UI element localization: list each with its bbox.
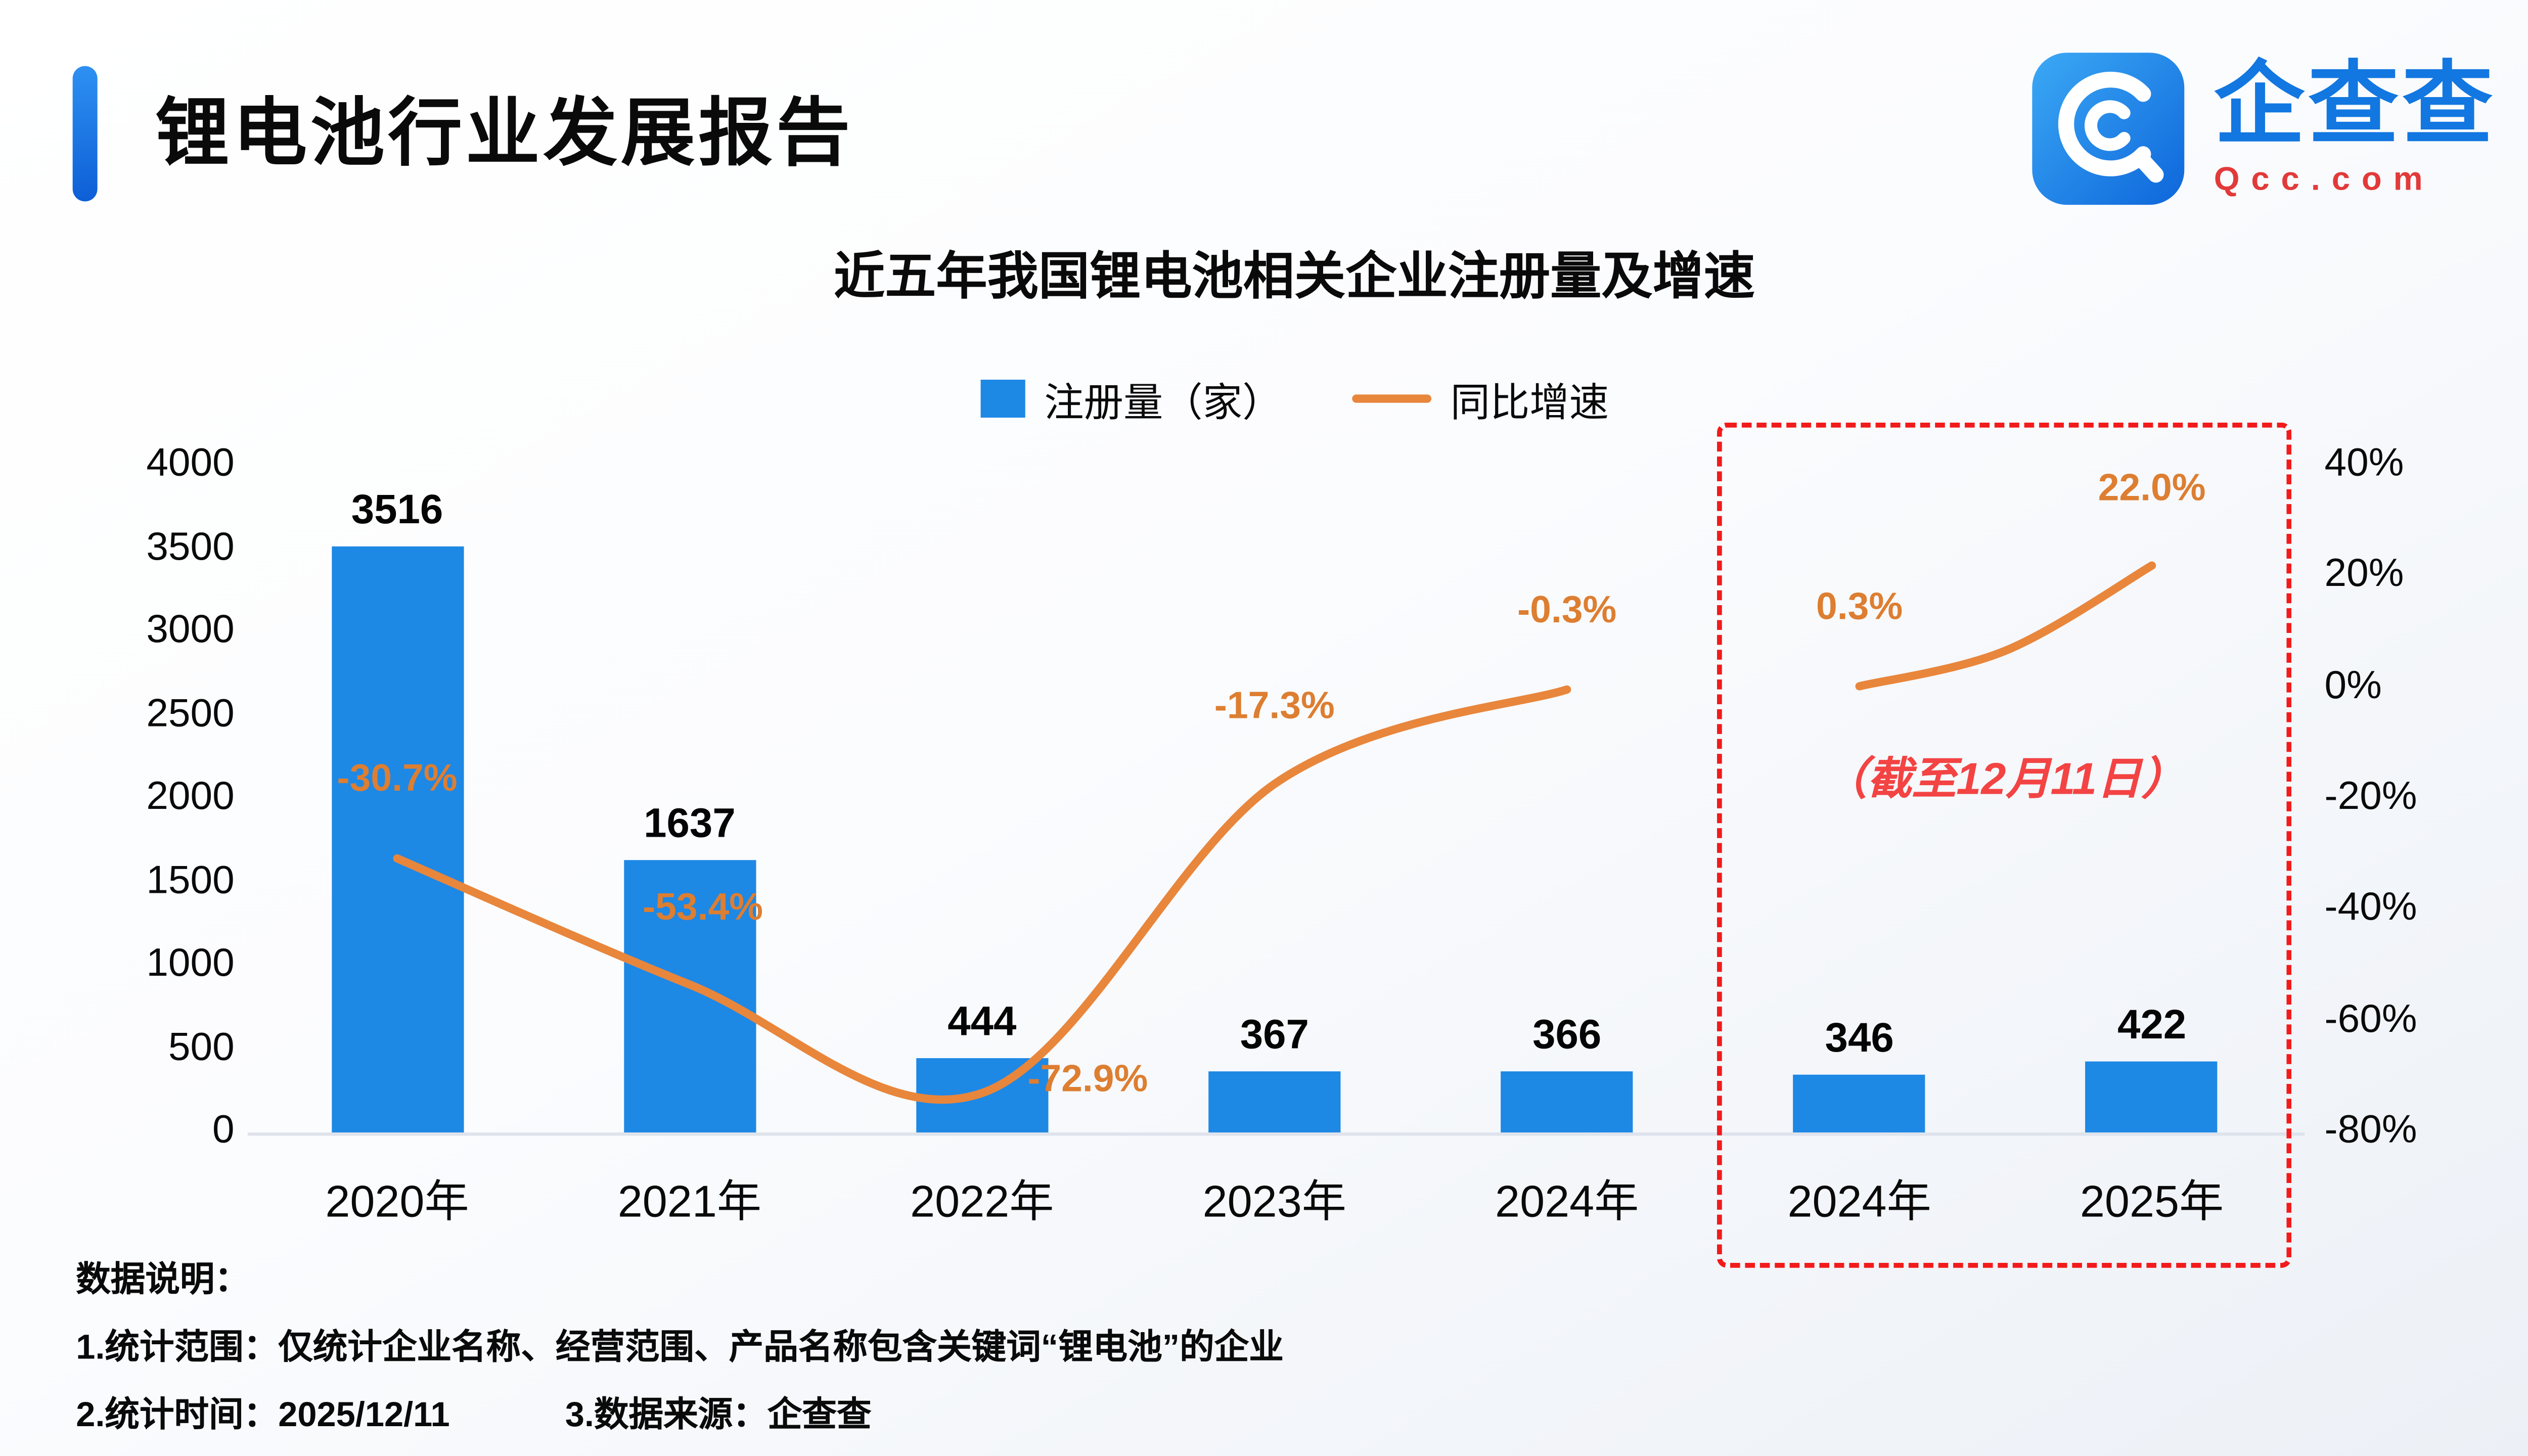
legend-label-registrations: 注册量（家） (1044, 381, 1282, 426)
report-title: 锂电池行业发展报告 (155, 90, 854, 175)
registration-bar (1501, 1071, 1633, 1132)
footer-note-scope: 1.统计范围：仅统计企业名称、经营范围、产品名称包含关键词“锂电池”的企业 (76, 1329, 1284, 1367)
y-axis-tick-right: 0% (2324, 663, 2382, 708)
legend: 注册量（家） 同比增速 (0, 370, 2528, 427)
registration-bar (1208, 1071, 1341, 1132)
qcc-brand-text: 企查查 (2214, 52, 2497, 155)
y-axis-tick-left: 3000 (146, 607, 235, 652)
title-accent-bar (72, 66, 98, 202)
legend-swatch-line (1351, 394, 1431, 403)
x-axis-label: 2024年 (1787, 1177, 1931, 1227)
growth-rate-label: 22.0% (2098, 465, 2206, 508)
registration-bar (1793, 1074, 1926, 1132)
footer-note-line: 2.统计时间：2025/12/11 3.数据来源：企查查 (76, 1388, 871, 1438)
highlight-box (1717, 422, 2292, 1268)
y-axis-tick-left: 3500 (146, 524, 235, 569)
growth-rate-label: -30.7% (337, 756, 458, 799)
qcc-logo-icon (2032, 53, 2185, 205)
growth-rate-label: -17.3% (1214, 683, 1335, 726)
growth-rate-label: -0.3% (1517, 587, 1617, 630)
x-axis-baseline (247, 1132, 2305, 1136)
qcc-logo-text: 企查查 Qcc.com (2214, 52, 2497, 199)
x-axis-label: 2025年 (2080, 1177, 2224, 1227)
growth-rate-label: -53.4% (643, 885, 763, 929)
bar-value-label: 422 (2117, 1003, 2187, 1049)
y-axis-tick-left: 2500 (146, 691, 235, 736)
chart-title: 近五年我国锂电池相关企业注册量及增速 (833, 247, 1755, 306)
y-axis-tick-right: 20% (2324, 552, 2404, 597)
y-axis-tick-left: 1000 (146, 941, 235, 986)
bar-value-label: 1637 (644, 800, 736, 846)
y-axis-tick-left: 4000 (146, 440, 235, 485)
x-axis-label: 2022年 (910, 1177, 1054, 1227)
x-axis-label: 2023年 (1202, 1177, 1346, 1227)
y-axis-tick-right: -60% (2324, 996, 2417, 1041)
qcc-domain-text: Qcc.com (2214, 161, 2434, 198)
bar-value-label: 3516 (351, 486, 443, 533)
bar-value-label: 444 (947, 998, 1017, 1045)
footer-heading: 数据说明： (76, 1261, 250, 1299)
y-axis-tick-left: 500 (168, 1024, 235, 1069)
legend-item-growth: 同比增速 (1351, 370, 1609, 427)
legend-swatch-bar (979, 380, 1025, 418)
legend-label-growth: 同比增速 (1450, 381, 1609, 426)
y-axis-tick-left: 2000 (146, 774, 235, 819)
bar-value-label: 346 (1825, 1015, 1894, 1062)
registration-bar (2086, 1062, 2218, 1132)
x-axis-label: 2021年 (617, 1177, 762, 1227)
y-axis-tick-left: 0 (212, 1108, 235, 1153)
x-axis-label: 2020年 (325, 1177, 469, 1227)
legend-item-registrations: 注册量（家） (979, 370, 1282, 427)
y-axis-tick-right: -20% (2324, 774, 2417, 819)
registration-bar (331, 546, 464, 1132)
y-axis-tick-right: -40% (2324, 885, 2417, 930)
qcc-logo: 企查查 Qcc.com (2029, 50, 2496, 208)
bar-value-label: 367 (1240, 1012, 1309, 1058)
x-axis-label: 2024年 (1495, 1177, 1639, 1227)
bar-value-label: 366 (1532, 1012, 1602, 1059)
y-axis-tick-right: 40% (2324, 440, 2404, 485)
footer-note-source: 3.数据来源：企查查 (565, 1396, 872, 1435)
footer-note-date: 2.统计时间：2025/12/11 (76, 1396, 450, 1435)
growth-rate-label: -72.9% (1027, 1057, 1148, 1100)
highlight-annotation: （截至12月11日） (1822, 754, 2186, 804)
y-axis-tick-right: -80% (2324, 1108, 2417, 1153)
y-axis-tick-left: 1500 (146, 857, 235, 902)
